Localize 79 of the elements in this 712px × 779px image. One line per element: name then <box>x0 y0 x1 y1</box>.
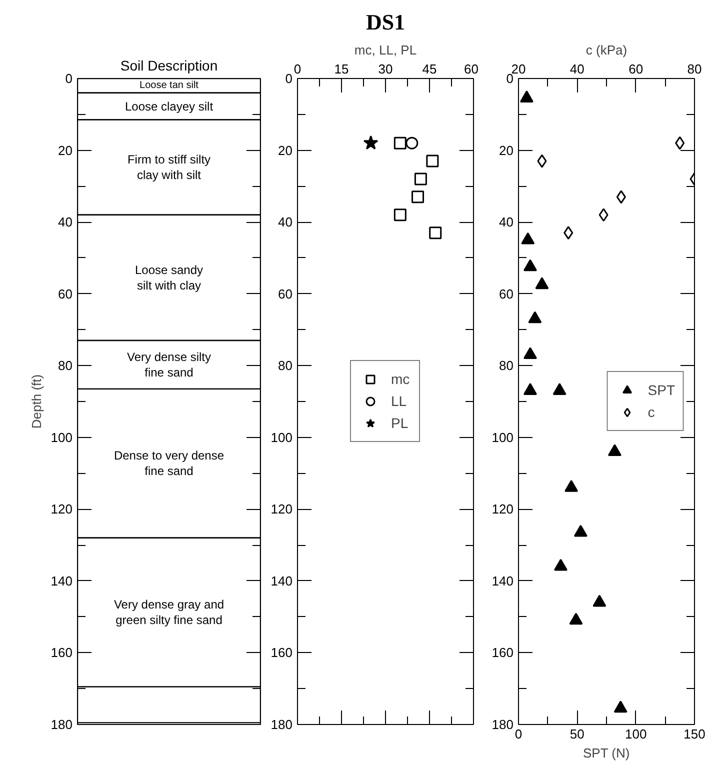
x-tick-label: 45 <box>422 62 437 76</box>
point <box>394 136 406 150</box>
x-axis-title: SPT (N) <box>583 746 630 760</box>
x-tick-label: 15 <box>334 62 349 76</box>
point <box>614 700 628 713</box>
x-tick-label: 50 <box>570 726 584 742</box>
y-tick-label: 40 <box>499 214 514 230</box>
y-tick-label: 0 <box>285 71 293 86</box>
point <box>394 208 406 222</box>
legend-label: Very dense gray and green silty fine sand <box>114 598 224 628</box>
series-label: Loose clayey silt <box>124 99 214 114</box>
point <box>523 347 537 360</box>
series-label: Loose tan silt <box>140 80 199 92</box>
point <box>554 558 568 571</box>
legend-label: c <box>648 404 656 420</box>
y-tick-label: 80 <box>58 358 73 374</box>
series-label: Loose sandy silt with clay <box>134 262 204 292</box>
x-tick-label: 30 <box>378 62 393 76</box>
point <box>528 311 542 324</box>
point <box>523 259 537 272</box>
legend-label: LL <box>391 393 408 409</box>
point <box>426 154 439 168</box>
y-tick-label: 140 <box>270 573 293 588</box>
point <box>412 190 424 204</box>
x-tick-label: 150 <box>684 726 706 742</box>
y-tick-label: 120 <box>270 502 293 517</box>
y-tick-label: 60 <box>58 286 73 302</box>
legend-label: mc <box>391 371 411 387</box>
y-tick-label: 120 <box>50 502 73 517</box>
point <box>608 444 622 456</box>
series-label: Very dense silty fine sand <box>126 350 212 380</box>
y-tick-label: 180 <box>492 717 514 732</box>
point <box>535 277 549 290</box>
point <box>429 226 442 240</box>
y-tick-label: 180 <box>50 717 73 732</box>
series-label: Firm to stiff silty clay with silt <box>127 152 211 182</box>
point <box>523 383 537 395</box>
y-tick-label: 100 <box>270 430 293 445</box>
x2-tick-label: 40 <box>570 62 584 76</box>
point <box>552 383 566 395</box>
point <box>574 524 588 537</box>
legend-label: PL <box>391 415 410 431</box>
point <box>414 172 427 186</box>
y-tick-label: 20 <box>499 142 514 158</box>
y-tick-label: 160 <box>270 645 293 660</box>
point <box>520 90 534 102</box>
y-tick-label: 80 <box>278 358 293 374</box>
point <box>363 135 378 150</box>
legend-label: SPT <box>648 382 675 398</box>
y-axis-title: Depth (ft) <box>28 374 44 429</box>
y-tick-label: 40 <box>58 214 73 230</box>
y-tick-label: 80 <box>499 358 514 374</box>
y-tick-label: 40 <box>278 214 293 230</box>
y-tick-label: 160 <box>492 645 514 660</box>
point <box>592 594 606 607</box>
point <box>521 232 535 244</box>
y-tick-label: 60 <box>499 286 514 302</box>
point <box>569 612 583 625</box>
y-tick-label: 20 <box>58 142 73 158</box>
y-tick-label: 100 <box>50 430 73 445</box>
y-tick-label: 180 <box>270 717 293 732</box>
x-tick-label: 100 <box>624 726 647 742</box>
y-tick-label: 140 <box>492 573 514 588</box>
y-tick-label: 100 <box>492 430 514 445</box>
series-label: Dense to very dense fine sand <box>114 448 224 478</box>
chart-title: DS1 <box>366 10 406 34</box>
x2-tick-label: 80 <box>687 62 702 76</box>
point <box>564 480 578 492</box>
point <box>406 136 418 150</box>
x-axis-title: mc, LL, PL <box>354 42 417 58</box>
y-tick-label: 160 <box>50 645 73 660</box>
y-tick-label: 140 <box>50 573 73 588</box>
y-tick-label: 20 <box>278 142 293 158</box>
y-tick-label: 0 <box>65 71 73 86</box>
y-tick-label: 120 <box>492 502 514 517</box>
x-tick-label: 60 <box>464 62 479 76</box>
y-tick-label: 60 <box>278 286 293 302</box>
x2-axis-title: c (kPa) <box>586 42 628 58</box>
chart-title: Soil Description <box>120 58 218 74</box>
